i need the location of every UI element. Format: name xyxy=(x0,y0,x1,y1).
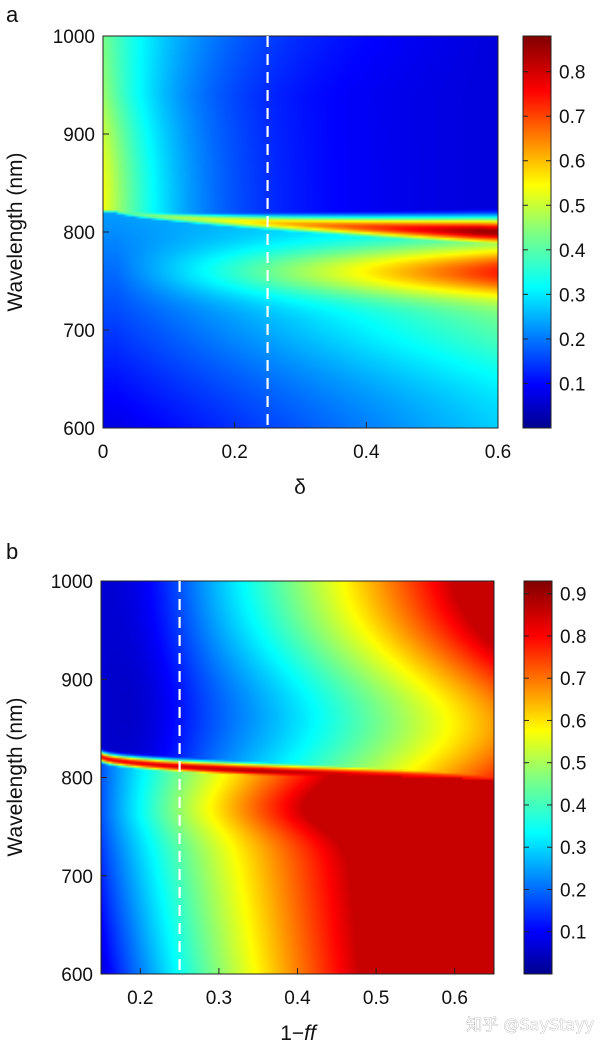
x-tick-label: 0.4 xyxy=(284,988,311,1009)
heatmap-b xyxy=(100,580,495,975)
colorbar-tick-label: 0.7 xyxy=(559,107,585,128)
colorbar-tick-label: 0.4 xyxy=(560,796,587,817)
x-ticks-b: 0.2 0.3 0.4 0.5 0.6 xyxy=(127,968,468,1009)
x-tick-label: 0 xyxy=(98,442,109,463)
y-tick-label: 800 xyxy=(63,223,95,244)
colorbar-tick-label: 0.3 xyxy=(560,838,586,859)
colorbar-tick-label: 0.6 xyxy=(560,711,586,732)
x-tick-label: 0.6 xyxy=(441,988,467,1009)
y-tick-label: 900 xyxy=(61,670,93,691)
x-tick-label: 0.2 xyxy=(127,988,153,1009)
colorbar-tick-label: 0.1 xyxy=(560,923,586,944)
y-tick-label: 800 xyxy=(61,769,93,790)
colorbar-tick-label: 0.2 xyxy=(559,330,585,351)
x-axis-label-b: 1−ff xyxy=(280,1022,318,1045)
y-tick-label: 1000 xyxy=(53,27,95,48)
colorbar-tick-label: 0.5 xyxy=(560,754,586,775)
x-axis-label-b-italic: ff xyxy=(304,1022,318,1045)
y-tick-label: 600 xyxy=(61,965,93,986)
colorbar-a-ticks: 0.1 0.2 0.3 0.4 0.5 0.6 0.7 0.8 xyxy=(523,63,586,395)
x-axis-label-a: δ xyxy=(294,476,306,499)
colorbar-tick-label: 0.8 xyxy=(559,63,585,84)
colorbar-b xyxy=(523,580,553,975)
colorbar-tick-label: 0.6 xyxy=(559,152,585,173)
y-tick-label: 700 xyxy=(61,867,93,888)
y-ticks-a: 600 700 800 900 1000 xyxy=(53,27,109,440)
heatmap-b-image xyxy=(101,581,494,974)
colorbar-a xyxy=(522,35,552,429)
colorbar-tick-label: 0.8 xyxy=(560,627,586,648)
y-tick-label: 700 xyxy=(63,321,95,342)
colorbar-b-ticks: 0.1 0.2 0.3 0.4 0.5 0.6 0.7 0.8 0.9 xyxy=(524,585,587,944)
x-tick-label: 0.2 xyxy=(221,442,247,463)
colorbar-tick-label: 0.5 xyxy=(559,196,585,217)
x-axis-label-b-main: 1− xyxy=(280,1022,304,1045)
y-tick-label: 1000 xyxy=(51,572,93,593)
x-ticks-a: 0 0.2 0.4 0.6 xyxy=(98,422,511,463)
y-ticks-b: 600 700 800 900 1000 xyxy=(51,572,107,986)
panel-label-a: a xyxy=(6,2,19,27)
colorbar-tick-label: 0.2 xyxy=(560,880,586,901)
panel-label-b: b xyxy=(6,539,18,564)
x-tick-label: 0.3 xyxy=(206,988,232,1009)
y-axis-label-b: Wavelength (nm) xyxy=(4,697,27,856)
colorbar-tick-label: 0.3 xyxy=(559,285,585,306)
y-tick-label: 600 xyxy=(63,419,95,440)
colorbar-tick-label: 0.4 xyxy=(559,241,586,262)
y-axis-label-a: Wavelength (nm) xyxy=(4,152,27,311)
watermark: 知乎 @SayStayy xyxy=(466,1015,594,1034)
heatmap-a-image xyxy=(103,36,498,428)
x-tick-label: 0.4 xyxy=(353,442,380,463)
colorbar-tick-label: 0.1 xyxy=(559,374,585,395)
heatmap-a xyxy=(102,35,499,429)
x-tick-label: 0.6 xyxy=(485,442,511,463)
colorbar-tick-label: 0.7 xyxy=(560,669,586,690)
y-tick-label: 900 xyxy=(63,125,95,146)
colorbar-tick-label: 0.9 xyxy=(560,585,586,606)
x-tick-label: 0.5 xyxy=(363,988,389,1009)
